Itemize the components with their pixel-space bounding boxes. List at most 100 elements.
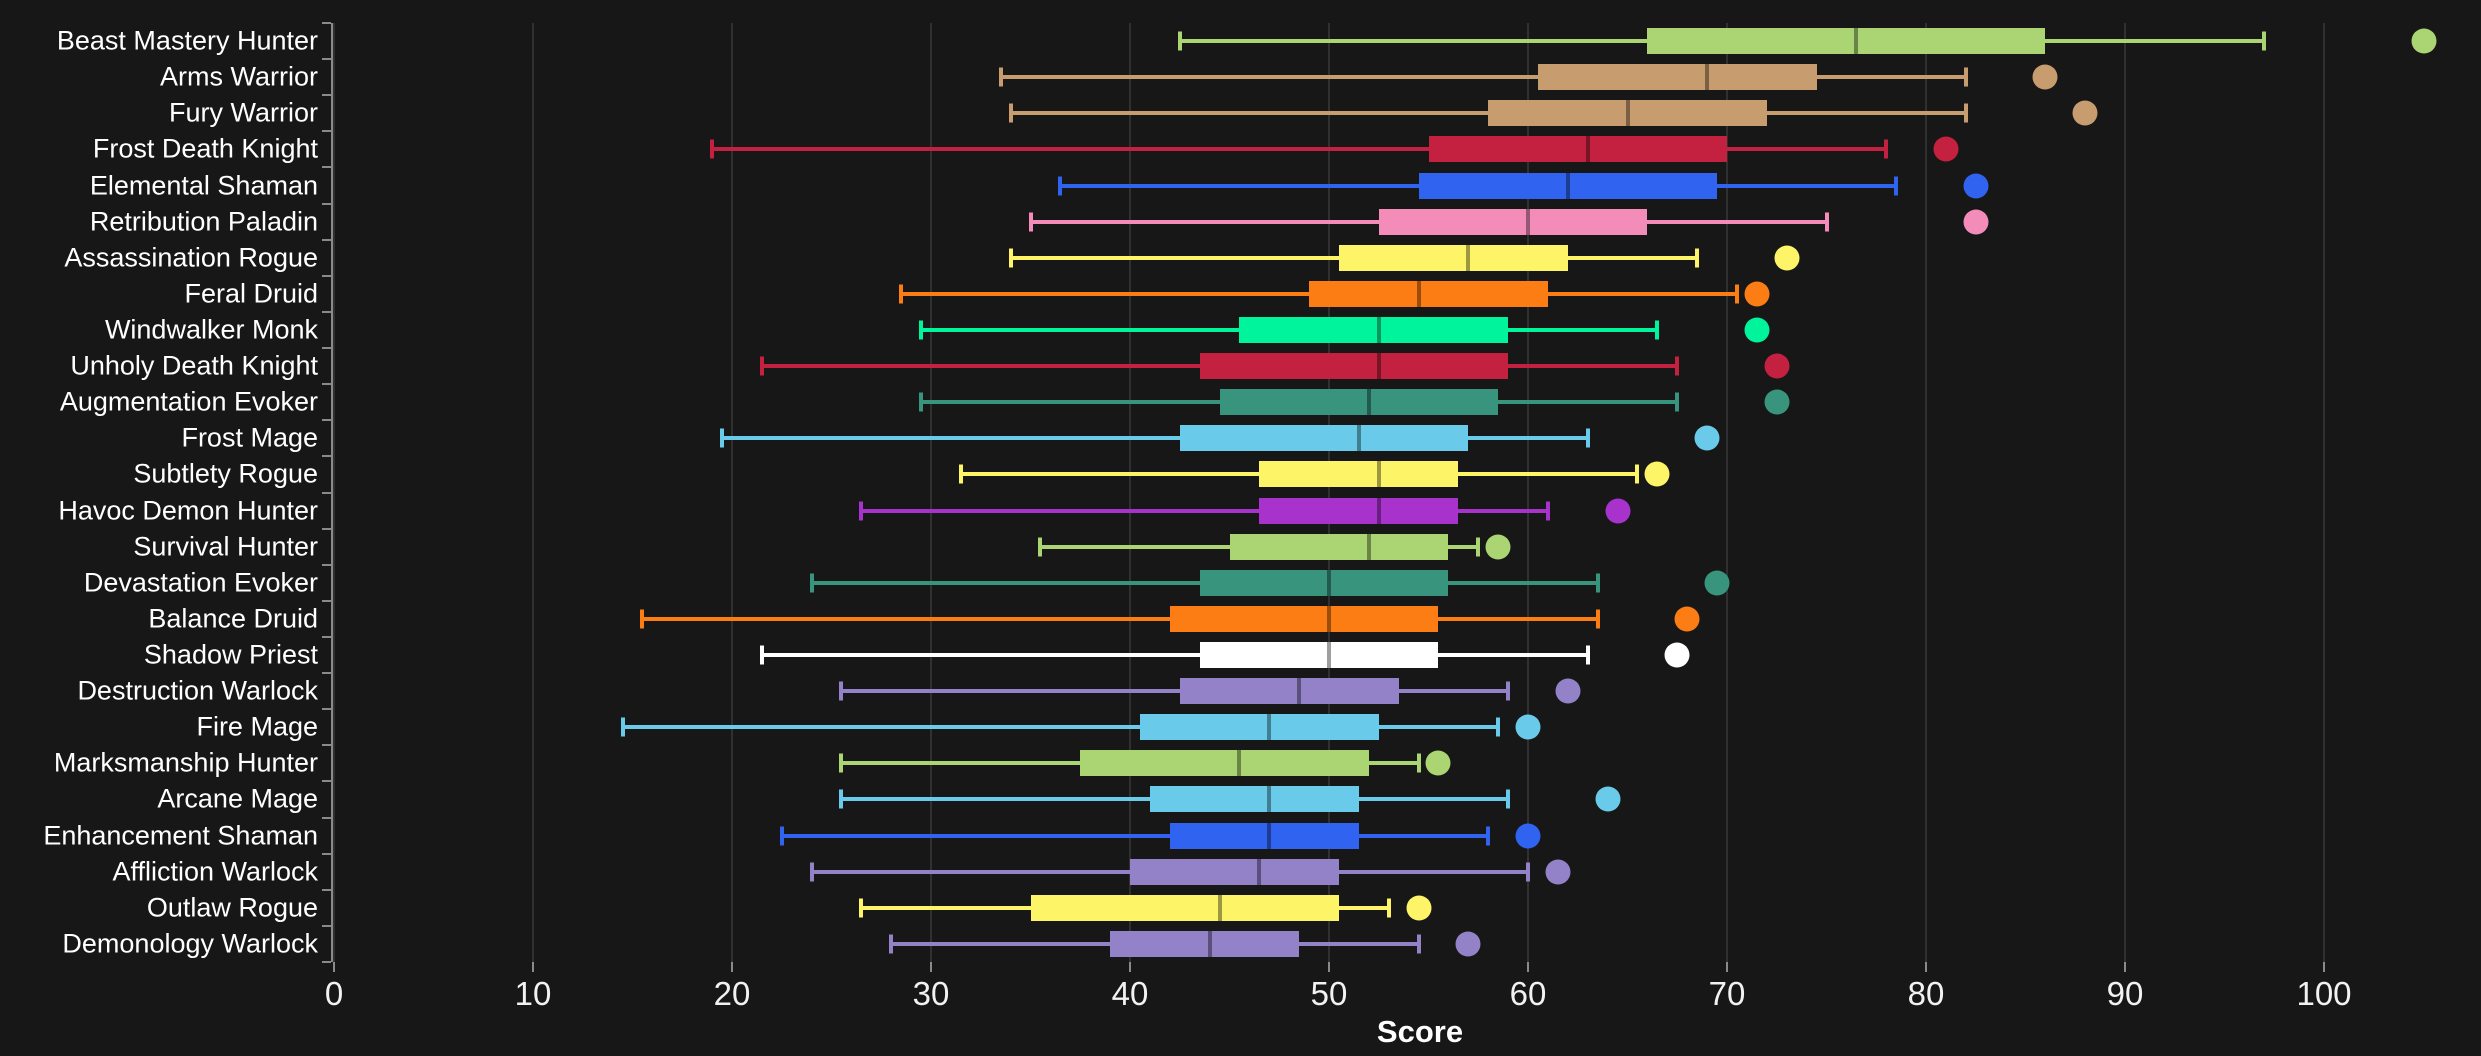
y-axis-tick — [322, 274, 331, 277]
box[interactable] — [1179, 425, 1469, 452]
median-line — [1267, 714, 1272, 741]
box[interactable] — [1239, 316, 1509, 343]
outlier-dot[interactable] — [1455, 931, 1481, 957]
outlier-dot[interactable] — [1515, 823, 1541, 849]
box[interactable] — [1030, 894, 1339, 921]
box[interactable] — [1309, 280, 1548, 307]
outlier-dot[interactable] — [1764, 353, 1790, 379]
outlier-dot[interactable] — [1694, 425, 1720, 451]
whisker-line — [1000, 75, 1966, 80]
box[interactable] — [1130, 858, 1339, 885]
box[interactable] — [1338, 244, 1568, 271]
box[interactable] — [1110, 930, 1300, 957]
box[interactable] — [1428, 136, 1727, 163]
box[interactable] — [1259, 497, 1459, 524]
whisker-cap-high — [1963, 67, 1968, 87]
whisker-cap-high — [1963, 103, 1968, 123]
box[interactable] — [1199, 353, 1509, 380]
box[interactable] — [1378, 208, 1648, 235]
whisker-cap-low — [919, 392, 924, 412]
outlier-dot[interactable] — [1664, 642, 1690, 668]
category-label: Unholy Death Knight — [70, 350, 318, 381]
outlier-dot[interactable] — [1406, 895, 1432, 921]
gridline — [1925, 23, 1927, 962]
outlier-dot[interactable] — [1674, 606, 1700, 632]
category-label: Affliction Warlock — [112, 856, 318, 887]
whisker-cap-high — [1655, 320, 1660, 340]
outlier-dot[interactable] — [1595, 786, 1621, 812]
outlier-dot[interactable] — [1545, 859, 1571, 885]
box[interactable] — [1169, 822, 1359, 849]
outlier-dot[interactable] — [2411, 28, 2436, 54]
gridline — [1129, 23, 1131, 962]
outlier-dot[interactable] — [1933, 136, 1959, 162]
whisker-cap-low — [919, 320, 924, 340]
x-axis-tick — [1925, 962, 1927, 972]
category-label: Feral Druid — [184, 278, 318, 309]
outlier-dot[interactable] — [1963, 173, 1989, 199]
box[interactable] — [1259, 461, 1459, 488]
box[interactable] — [1537, 64, 1817, 91]
whisker-line — [781, 833, 1489, 838]
outlier-dot[interactable] — [1515, 714, 1541, 740]
outlier-dot[interactable] — [1744, 317, 1770, 343]
outlier-dot[interactable] — [1744, 281, 1770, 307]
category-label: Havoc Demon Hunter — [58, 495, 318, 526]
outlier-dot[interactable] — [1963, 209, 1989, 235]
whisker-cap-low — [1028, 212, 1033, 232]
y-axis-tick — [322, 888, 331, 891]
y-axis-tick — [322, 672, 331, 675]
box[interactable] — [1647, 28, 2046, 55]
box[interactable] — [1219, 389, 1499, 416]
whisker-cap-high — [1675, 356, 1680, 376]
outlier-dot[interactable] — [1764, 389, 1790, 415]
y-axis-tick — [322, 419, 331, 422]
outlier-dot[interactable] — [2072, 100, 2098, 126]
box[interactable] — [1080, 750, 1369, 777]
category-label: Survival Hunter — [133, 531, 318, 562]
category-label: Elemental Shaman — [89, 170, 318, 201]
x-tick-label: 100 — [2296, 975, 2352, 1012]
box[interactable] — [1199, 569, 1449, 596]
x-axis-tick — [1527, 962, 1529, 972]
category-label: Windwalker Monk — [104, 314, 318, 345]
category-label: Balance Druid — [148, 603, 318, 634]
gridline — [532, 23, 534, 962]
box[interactable] — [1199, 642, 1439, 669]
box[interactable] — [1488, 100, 1767, 127]
whisker-cap-high — [1585, 645, 1590, 665]
box[interactable] — [1149, 786, 1359, 813]
gridline — [1726, 23, 1728, 962]
whisker-cap-low — [1058, 176, 1063, 196]
box[interactable] — [1229, 533, 1449, 560]
y-axis-tick — [322, 708, 331, 711]
box[interactable] — [1169, 605, 1439, 632]
y-axis-tick — [322, 961, 331, 963]
whisker-cap-low — [720, 428, 725, 448]
outlier-dot[interactable] — [1485, 534, 1511, 560]
whisker-cap-low — [1008, 103, 1013, 123]
x-tick-label: 90 — [2106, 975, 2144, 1012]
y-axis-tick — [322, 491, 331, 494]
outlier-dot[interactable] — [1704, 570, 1730, 596]
median-line — [1705, 64, 1710, 91]
outlier-dot[interactable] — [1425, 750, 1451, 776]
box[interactable] — [1179, 678, 1399, 705]
box[interactable] — [1139, 714, 1379, 741]
whisker-cap-low — [710, 139, 715, 159]
whisker-cap-low — [1177, 31, 1182, 51]
x-tick-label: 30 — [912, 975, 950, 1012]
x-axis-tick — [2323, 962, 2325, 972]
outlier-dot[interactable] — [1605, 498, 1631, 524]
outlier-dot[interactable] — [1644, 461, 1670, 487]
whisker-cap-low — [759, 645, 764, 665]
whisker-cap-high — [1595, 573, 1600, 593]
box[interactable] — [1418, 172, 1718, 199]
outlier-dot[interactable] — [1774, 245, 1800, 271]
whisker-cap-low — [899, 284, 904, 304]
outlier-dot[interactable] — [1555, 678, 1581, 704]
median-line — [1366, 533, 1371, 560]
x-tick-label: 80 — [1907, 975, 1945, 1012]
y-axis-tick — [322, 58, 331, 61]
outlier-dot[interactable] — [2032, 64, 2058, 90]
